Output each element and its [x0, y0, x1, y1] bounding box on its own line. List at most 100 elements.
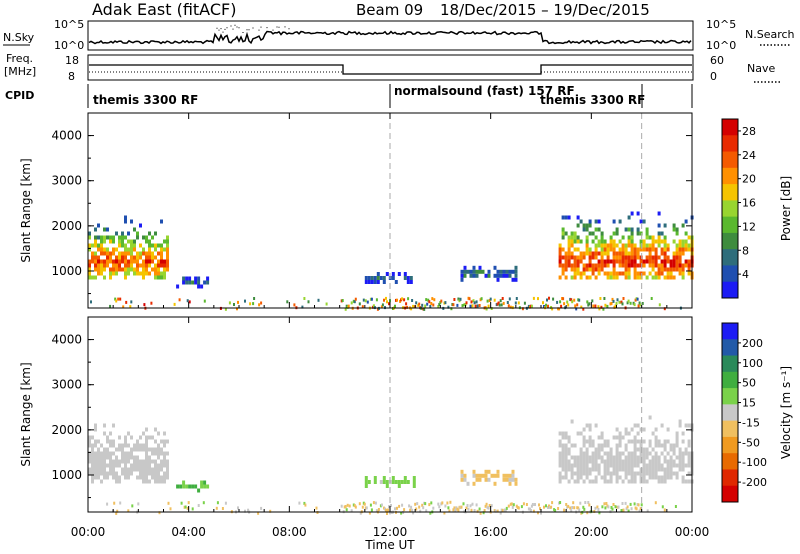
heatmap-cell — [618, 219, 622, 224]
heatmap-cell — [561, 271, 565, 276]
heatmap-cell — [603, 475, 607, 480]
heatmap-cell — [639, 459, 643, 464]
heatmap-cell — [88, 443, 91, 448]
heatmap-cell — [630, 255, 634, 260]
heatmap-cell — [91, 243, 94, 248]
heatmap-cell — [438, 302, 441, 306]
heatmap-cell — [591, 231, 595, 236]
heatmap-cell — [651, 463, 655, 468]
y-axis-title: Slant Range [km] — [19, 158, 33, 262]
heatmap-cell — [576, 467, 580, 472]
heatmap-cell — [633, 475, 637, 480]
heatmap-cell — [94, 451, 97, 456]
cpid-segment-3: themis 3300 RF — [540, 93, 645, 107]
heatmap-cell — [642, 271, 646, 276]
heatmap-cell — [636, 263, 640, 268]
heatmap-cell — [475, 300, 478, 304]
y-tick-label: 4000 — [51, 333, 82, 347]
heatmap-cell — [100, 455, 103, 460]
heatmap-cell — [627, 455, 631, 460]
heatmap-cell — [687, 451, 691, 456]
heatmap-cell — [573, 247, 577, 252]
heatmap-cell — [687, 423, 691, 428]
nsearch-tick-low: 10^0 — [706, 39, 736, 52]
heatmap-cell — [523, 301, 526, 305]
colorbar-swatch — [722, 200, 738, 218]
heatmap-cell — [97, 459, 100, 464]
heatmap-cell — [203, 299, 206, 303]
heatmap-cell — [509, 305, 512, 309]
heatmap-cell — [606, 243, 610, 248]
nsky-tick-high: 10^5 — [54, 18, 84, 31]
heatmap-cell — [456, 303, 459, 307]
heatmap-cell — [687, 243, 691, 248]
heatmap-cell — [663, 223, 667, 228]
heatmap-cell — [687, 439, 691, 444]
heatmap-cell — [249, 302, 252, 306]
heatmap-cell — [598, 511, 601, 515]
heatmap-cell — [478, 507, 481, 511]
heatmap-cell — [603, 467, 607, 472]
heatmap-cell — [588, 275, 592, 280]
heatmap-cell — [166, 235, 169, 240]
heatmap-cell — [630, 231, 634, 236]
heatmap-cell — [642, 459, 646, 464]
heatmap-cell — [669, 267, 673, 272]
heatmap-cell — [91, 463, 94, 468]
heatmap-cell — [157, 259, 160, 264]
heatmap-cell — [627, 463, 631, 468]
heatmap-cell — [160, 243, 163, 248]
heatmap-cell — [597, 251, 601, 256]
heatmap-cell — [606, 263, 610, 268]
heatmap-cell — [624, 271, 628, 276]
heatmap-cell — [106, 439, 109, 444]
heatmap-cell — [624, 251, 628, 256]
heatmap-cell — [260, 506, 263, 510]
heatmap-cell — [142, 275, 145, 280]
colorbar-tick-label: -15 — [742, 416, 760, 429]
heatmap-cell — [603, 451, 607, 456]
heatmap-cell — [475, 269, 479, 274]
heatmap-cell — [681, 263, 685, 268]
heatmap-cell — [163, 455, 166, 460]
heatmap-cell — [576, 479, 580, 484]
heatmap-cell — [130, 263, 133, 268]
heatmap-cell — [489, 297, 492, 301]
heatmap-cell — [639, 243, 643, 248]
heatmap-cell — [463, 273, 467, 278]
heatmap-cell — [615, 231, 619, 236]
heatmap-cell — [154, 467, 157, 472]
heatmap-cell — [669, 259, 673, 264]
heatmap-cell — [599, 297, 602, 300]
heatmap-cell — [154, 275, 157, 280]
heatmap-cell — [603, 259, 607, 264]
heatmap-cell — [561, 231, 565, 236]
heatmap-cell — [157, 463, 160, 468]
heatmap-cell — [109, 471, 112, 476]
heatmap-cell — [684, 231, 688, 236]
heatmap-cell — [197, 284, 201, 289]
heatmap-cell — [573, 471, 577, 476]
heatmap-cell — [622, 508, 625, 512]
heatmap-cell — [564, 215, 568, 220]
heatmap-cell — [394, 280, 398, 284]
heatmap-cell — [645, 235, 649, 240]
heatmap-cell — [627, 255, 631, 260]
heatmap-cell — [237, 300, 239, 304]
heatmap-cell — [106, 247, 109, 252]
heatmap-cell — [669, 275, 673, 280]
heatmap-cell — [194, 280, 198, 285]
heatmap-cell — [645, 231, 649, 236]
heatmap-cell — [594, 423, 598, 428]
heatmap-cell — [564, 431, 568, 436]
heatmap-cell — [405, 302, 408, 306]
x-tick-label: 08:00 — [272, 525, 307, 539]
heatmap-cell — [131, 504, 134, 508]
heatmap-cell — [618, 459, 622, 464]
heatmap-cell — [127, 431, 130, 436]
heatmap-cell — [570, 471, 574, 476]
heatmap-cell — [151, 447, 154, 452]
heatmap-cell — [406, 480, 410, 484]
heatmap-cell — [645, 247, 649, 252]
heatmap-cell — [580, 305, 583, 309]
